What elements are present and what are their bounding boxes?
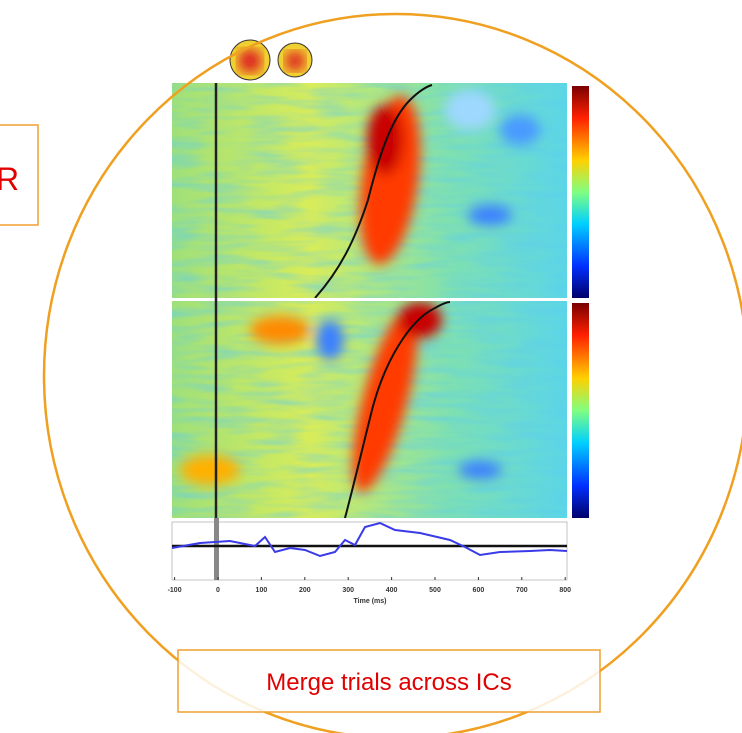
x-tick-label: -100 (168, 587, 182, 594)
x-axis-label: Time (ms) (354, 598, 387, 605)
highlight-circle (42, 12, 742, 733)
x-tick-label: 600 (473, 587, 485, 594)
x-tick-label: 200 (299, 587, 311, 594)
x-tick-label: 100 (256, 587, 268, 594)
colorbar-bottom (572, 303, 589, 518)
x-tick-label: 0 (216, 587, 220, 594)
erp-image-top (172, 83, 567, 298)
x-tick-label: 400 (386, 587, 398, 594)
callout-box (0, 124, 39, 226)
caption: Merge trials across ICs (266, 669, 511, 696)
erp-panel (171, 518, 568, 581)
x-tick-label: 800 (559, 587, 571, 594)
x-tick-label: 300 (342, 587, 354, 594)
colorbar-top (572, 86, 589, 298)
caption-box (177, 649, 601, 713)
x-tick-label: 500 (429, 587, 441, 594)
erp-image-bottom (172, 301, 567, 518)
scalp-maps (229, 39, 313, 81)
callout-label: R (0, 161, 19, 197)
x-tick-label: 700 (516, 587, 528, 594)
